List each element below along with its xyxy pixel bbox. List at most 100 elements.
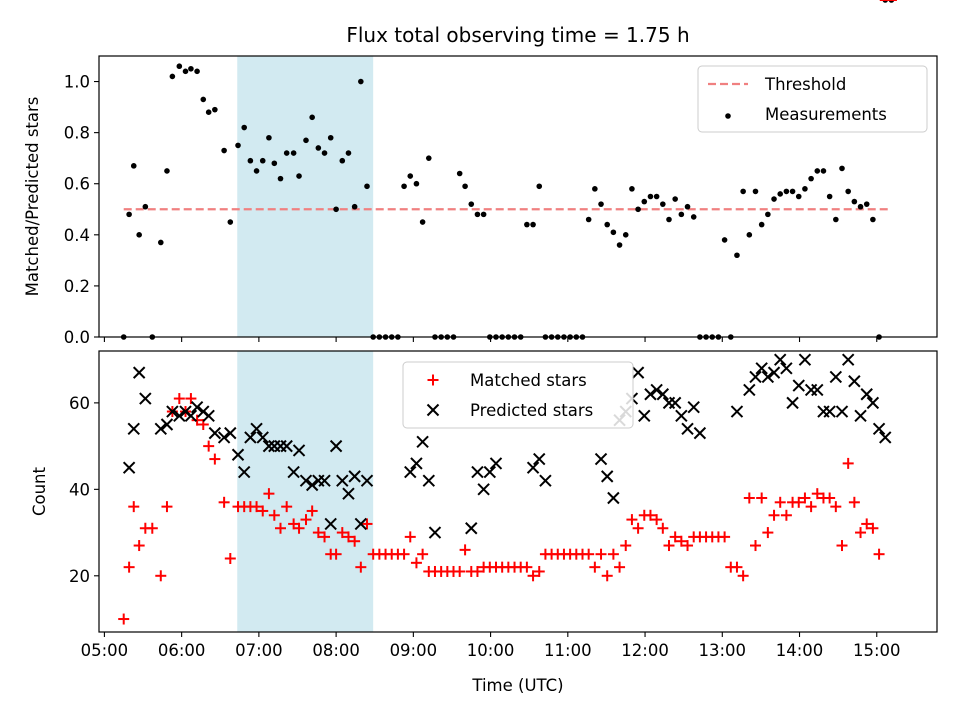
measurement-point — [765, 211, 771, 218]
predicted-star-point — [792, 379, 805, 392]
measurement-point — [413, 180, 420, 187]
matched-star-point — [342, 531, 354, 543]
measurement-point — [789, 188, 796, 195]
predicted-star-point — [786, 396, 799, 410]
measurement-point — [672, 196, 678, 202]
matched-star-point — [281, 501, 293, 513]
top-legend-measurements-swatch — [725, 113, 731, 119]
predicted-star-point — [354, 517, 368, 531]
measurement-point — [358, 78, 364, 85]
measurement-point — [364, 183, 370, 190]
predicted-star-point — [526, 461, 540, 474]
matched-star-point — [651, 514, 663, 526]
measurement-point — [309, 114, 315, 121]
measurement-point — [290, 150, 297, 156]
measurement-point — [684, 203, 691, 210]
measurement-point — [783, 188, 790, 195]
matched-star-point — [682, 540, 694, 552]
measurement-point — [480, 211, 487, 218]
measurement-point — [863, 201, 870, 207]
measurement-point — [462, 183, 468, 190]
measurement-point — [734, 252, 740, 259]
measurement-point — [610, 229, 617, 236]
legend-x-marker — [426, 403, 440, 417]
predicted-star-point — [533, 452, 546, 466]
bottom-x-axis-ticks: 05:00 06:00 07:00 08:00 09:00 10:00 11:00 12:00… — [81, 632, 901, 660]
matched-star-point — [410, 557, 422, 569]
matched-star-point — [417, 548, 429, 560]
predicted-star-point — [262, 439, 276, 453]
matched-star-point — [589, 561, 601, 573]
predicted-star-point — [244, 431, 257, 444]
predicted-star-point — [410, 457, 423, 470]
predicted-star-point — [324, 517, 337, 531]
predicted-star-point — [483, 465, 497, 479]
matched-star-point — [275, 522, 287, 534]
measurement-point — [157, 239, 164, 246]
bottom-panel: 20 40 60 05:00 06:00 07:00 08:00 09:00 10:00 11:… — [30, 0, 938, 695]
measurement-point — [212, 106, 218, 113]
matched-star-point — [873, 548, 885, 560]
predicted-star-point — [256, 431, 269, 444]
x-tick-label: 10:00 — [467, 641, 515, 660]
measurement-point — [456, 170, 463, 177]
measurement-point — [303, 137, 309, 144]
matched-star-point — [300, 514, 312, 526]
top-y-tick-label: 0.6 — [64, 175, 90, 194]
matched-star-point — [209, 453, 221, 465]
measurement-point — [339, 157, 346, 164]
predicted-star-point — [477, 483, 490, 496]
matched-star-point — [349, 535, 361, 547]
predicted-star-point — [348, 470, 361, 483]
bottom-legend-box — [402, 361, 634, 429]
matched-star-point — [128, 501, 140, 513]
predicted-star-point — [798, 353, 812, 366]
predicted-star-point — [755, 362, 768, 375]
measurement-point — [771, 196, 777, 202]
measurement-point — [345, 150, 352, 156]
matched-star-point — [293, 522, 305, 534]
matched-star-point — [533, 565, 545, 577]
measurement-point — [820, 168, 827, 174]
matched-star-point — [805, 501, 817, 513]
predicted-star-point — [607, 491, 620, 505]
matched-star-point — [836, 540, 848, 552]
matched-star-point — [762, 527, 774, 539]
top-y-tick-label: 0.0 — [64, 328, 90, 347]
measurement-point — [425, 155, 432, 161]
matched-star-point — [336, 527, 348, 539]
x-tick-label: 07:00 — [235, 641, 283, 660]
top-y-tick-label: 0.4 — [64, 226, 90, 245]
measurement-point — [635, 206, 641, 213]
measurement-point — [169, 73, 176, 80]
measurement-point — [419, 219, 426, 225]
matched-star-point — [607, 548, 619, 560]
measurement-point — [616, 242, 623, 248]
top-panel: 0.0 0.2 0.4 0.6 0.8 1.0 Matched/Predicted sta… — [23, 0, 938, 347]
bottom-highlight-span — [237, 351, 374, 632]
matched-star-point — [146, 522, 158, 534]
bottom-legend-matched-label: Matched stars — [470, 371, 587, 390]
predicted-star-point — [360, 474, 374, 487]
predicted-star-point — [811, 383, 824, 397]
matched-star-point — [173, 393, 185, 405]
matched-star-point — [737, 570, 749, 582]
bottom-axes-frame — [98, 350, 938, 633]
predicted-star-point — [594, 452, 608, 466]
predicted-star-point — [173, 409, 186, 423]
predicted-star-point — [217, 431, 231, 444]
measurement-point — [802, 186, 808, 192]
predicted-star-point — [287, 465, 300, 479]
predicted-star-point — [202, 409, 215, 423]
bottom-y-axis-ticks: 20 40 60 — [69, 394, 99, 586]
measurement-point — [182, 68, 189, 75]
matched-star-point — [663, 540, 675, 552]
matched-star-point — [527, 570, 539, 582]
predicted-star-point — [329, 439, 343, 453]
measurement-point — [271, 160, 278, 167]
measurement-point — [585, 216, 592, 223]
predicted-star-point — [404, 465, 417, 479]
measurement-point — [401, 183, 407, 190]
matched-star-point — [719, 531, 731, 543]
